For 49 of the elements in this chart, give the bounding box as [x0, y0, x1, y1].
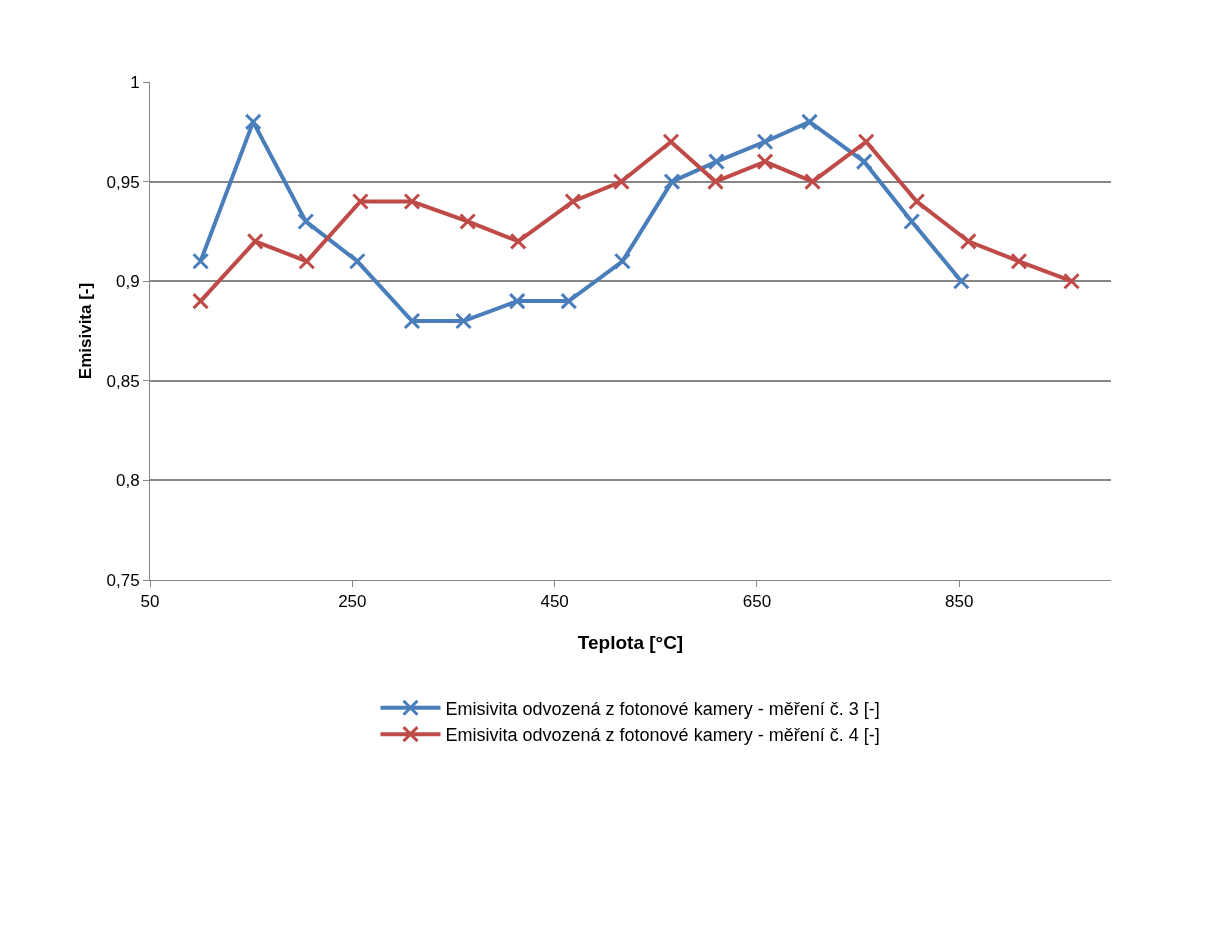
point	[244, 113, 262, 131]
y-tick-label: 0,9	[115, 272, 140, 292]
point	[903, 212, 921, 230]
y-tick-label: 0,85	[106, 371, 140, 391]
point	[1010, 252, 1028, 270]
x-tick-label: 250	[338, 592, 367, 612]
point	[613, 252, 631, 270]
point	[804, 173, 822, 191]
point	[855, 153, 873, 171]
y-tick-label: 1	[130, 72, 140, 92]
y-tick-label: 0,8	[115, 471, 140, 491]
point	[908, 193, 926, 211]
point	[403, 193, 421, 211]
point	[612, 173, 630, 191]
point	[560, 292, 578, 310]
point	[348, 252, 366, 270]
point	[403, 312, 421, 330]
y-tick-label: 0,75	[106, 570, 140, 590]
point	[455, 312, 473, 330]
point	[246, 232, 264, 250]
point	[952, 272, 970, 290]
y-axis-title: Emisivita [-]	[76, 282, 96, 380]
point	[663, 173, 681, 191]
point	[756, 153, 774, 171]
point	[192, 252, 210, 270]
point	[662, 133, 680, 151]
point	[297, 212, 315, 230]
point	[756, 133, 774, 151]
x-tick-label: 850	[945, 592, 974, 612]
x-axis-title: Teplota [°C]	[577, 632, 684, 654]
point	[959, 232, 977, 250]
point	[351, 193, 369, 211]
y-tick-label: 0,95	[106, 172, 140, 192]
point	[1063, 272, 1081, 290]
point	[192, 292, 210, 310]
x-tick-label: 450	[540, 592, 569, 612]
legend-label: Emisivita odvozená z fotonové kamery - měření č. 3 [-]	[445, 698, 880, 719]
point	[508, 292, 526, 310]
legend-label: Emisivita odvozená z fotonové kamery - měření č. 4 [-]	[445, 725, 880, 746]
point	[564, 193, 582, 211]
point	[857, 133, 875, 151]
x-tick-label: 50	[140, 592, 160, 612]
point	[707, 153, 725, 171]
point	[298, 252, 316, 270]
x-tick-label: 650	[742, 592, 772, 612]
point	[801, 113, 819, 131]
point	[706, 173, 724, 191]
point	[459, 212, 477, 230]
point	[509, 232, 527, 250]
